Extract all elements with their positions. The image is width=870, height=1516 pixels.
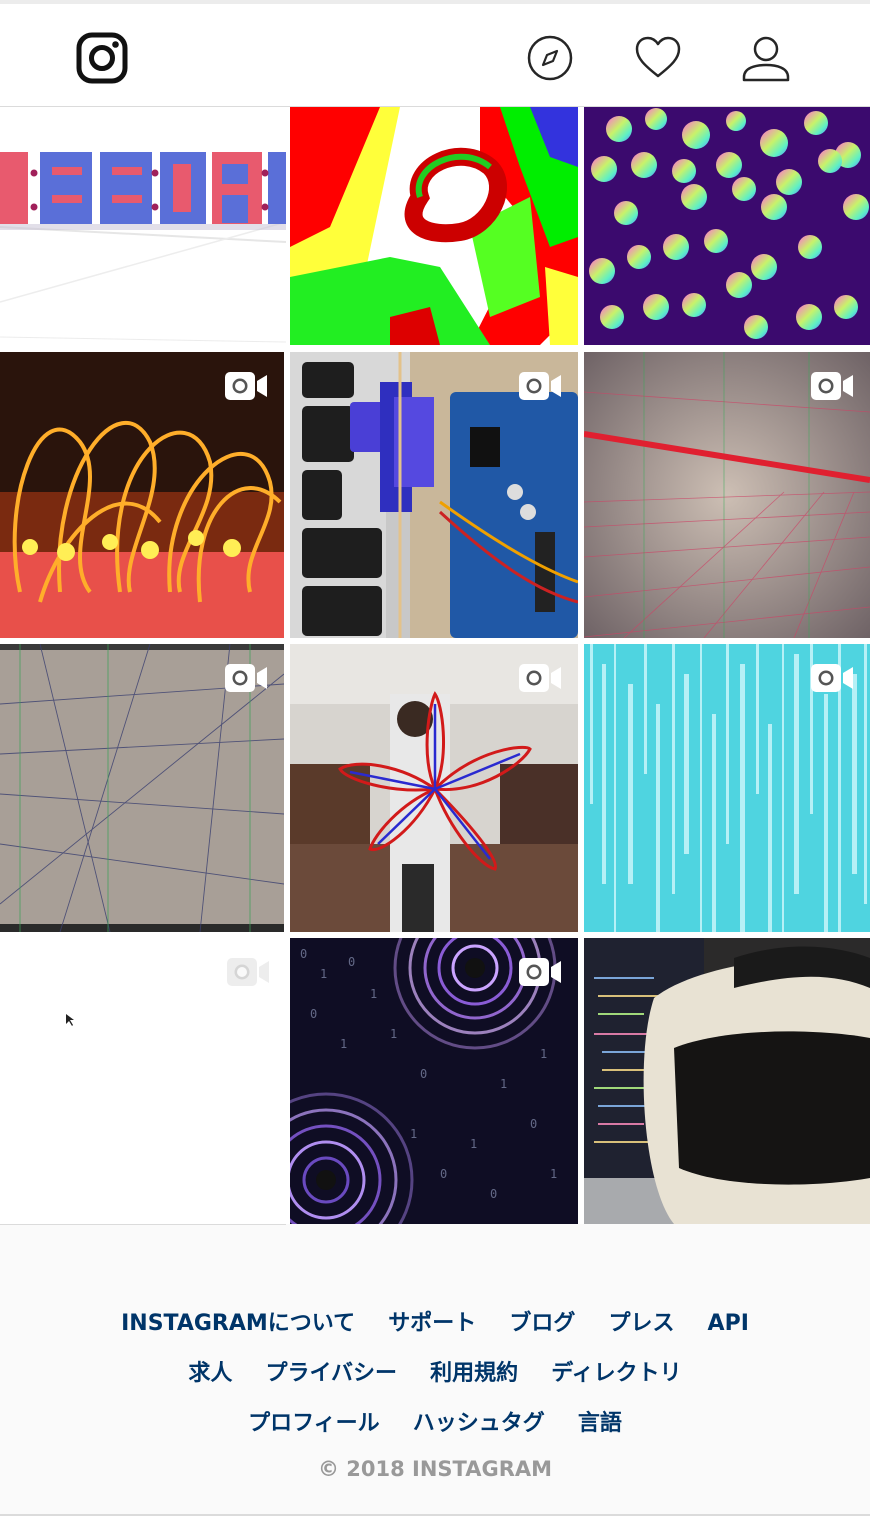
- post-tile[interactable]: [290, 352, 578, 638]
- svg-text:1: 1: [340, 1037, 347, 1051]
- post-image: [290, 644, 578, 932]
- video-camera-icon: [811, 372, 853, 400]
- footer-links-row-2: 求人 プライバシー 利用規約 ディレクトリ: [0, 1355, 870, 1387]
- copyright-text: © 2018 INSTAGRAM: [317, 1457, 553, 1481]
- instagram-logo-icon[interactable]: [76, 32, 128, 84]
- svg-text:0: 0: [420, 1067, 427, 1081]
- post-image: [584, 107, 870, 345]
- post-image: [290, 352, 578, 638]
- footer-link-blog[interactable]: ブログ: [509, 1311, 576, 1336]
- svg-text:1: 1: [540, 1047, 547, 1061]
- footer-link-about[interactable]: INSTAGRAMについて: [121, 1311, 356, 1336]
- footer-link-jobs[interactable]: 求人: [188, 1361, 233, 1386]
- footer-links-row-1: INSTAGRAMについて サポート ブログ プレス API: [0, 1305, 870, 1337]
- post-tile[interactable]: [0, 352, 284, 638]
- svg-text:1: 1: [370, 987, 377, 1001]
- post-tile[interactable]: [584, 107, 870, 345]
- svg-text:0: 0: [348, 955, 355, 969]
- post-tile[interactable]: [0, 107, 286, 345]
- svg-text:0: 0: [490, 1187, 497, 1201]
- top-navigation-bar: [0, 4, 870, 108]
- svg-text:1: 1: [410, 1127, 417, 1141]
- footer-link-support[interactable]: サポート: [388, 1311, 477, 1336]
- post-image: [0, 107, 286, 345]
- svg-text:1: 1: [390, 1027, 397, 1041]
- post-tile[interactable]: [584, 352, 870, 638]
- post-image: [290, 107, 578, 345]
- footer-link-profiles[interactable]: プロフィール: [248, 1411, 380, 1436]
- post-tile[interactable]: [584, 644, 870, 932]
- svg-text:0: 0: [440, 1167, 447, 1181]
- user-icon[interactable]: [741, 34, 791, 84]
- video-camera-icon: [519, 664, 561, 692]
- svg-text:1: 1: [320, 967, 327, 981]
- footer-link-api[interactable]: API: [707, 1311, 749, 1336]
- heart-icon[interactable]: [634, 34, 682, 82]
- svg-text:1: 1: [550, 1167, 557, 1181]
- footer-link-directory[interactable]: ディレクトリ: [551, 1361, 682, 1386]
- footer-link-privacy[interactable]: プライバシー: [265, 1361, 397, 1386]
- footer: INSTAGRAMについて サポート ブログ プレス API 求人 プライバシー…: [0, 1226, 870, 1516]
- footer-link-language[interactable]: 言語: [577, 1411, 622, 1436]
- window-top-edge: [0, 0, 870, 4]
- video-camera-icon: [227, 958, 269, 986]
- post-tile[interactable]: [0, 938, 286, 1225]
- footer-link-hashtags[interactable]: ハッシュタグ: [412, 1411, 545, 1436]
- svg-text:0: 0: [530, 1117, 537, 1131]
- post-image: [0, 938, 286, 1224]
- video-camera-icon: [519, 372, 561, 400]
- footer-link-terms[interactable]: 利用規約: [430, 1361, 519, 1386]
- video-camera-icon: [225, 664, 267, 692]
- compass-icon[interactable]: [526, 34, 574, 82]
- video-camera-icon: [225, 372, 267, 400]
- video-camera-icon: [519, 958, 561, 986]
- footer-link-press[interactable]: プレス: [608, 1311, 675, 1336]
- post-tile[interactable]: [584, 938, 870, 1224]
- footer-links-row-3: プロフィール ハッシュタグ 言語: [0, 1405, 870, 1437]
- post-image: [584, 352, 870, 638]
- svg-text:1: 1: [470, 1137, 477, 1151]
- post-tile[interactable]: [0, 644, 284, 932]
- video-camera-icon: [811, 664, 853, 692]
- post-tile[interactable]: [290, 644, 578, 932]
- post-image: [584, 938, 870, 1224]
- svg-text:0: 0: [310, 1007, 317, 1021]
- svg-text:0: 0: [300, 947, 307, 961]
- post-tile[interactable]: [290, 107, 578, 345]
- svg-text:1: 1: [500, 1077, 507, 1091]
